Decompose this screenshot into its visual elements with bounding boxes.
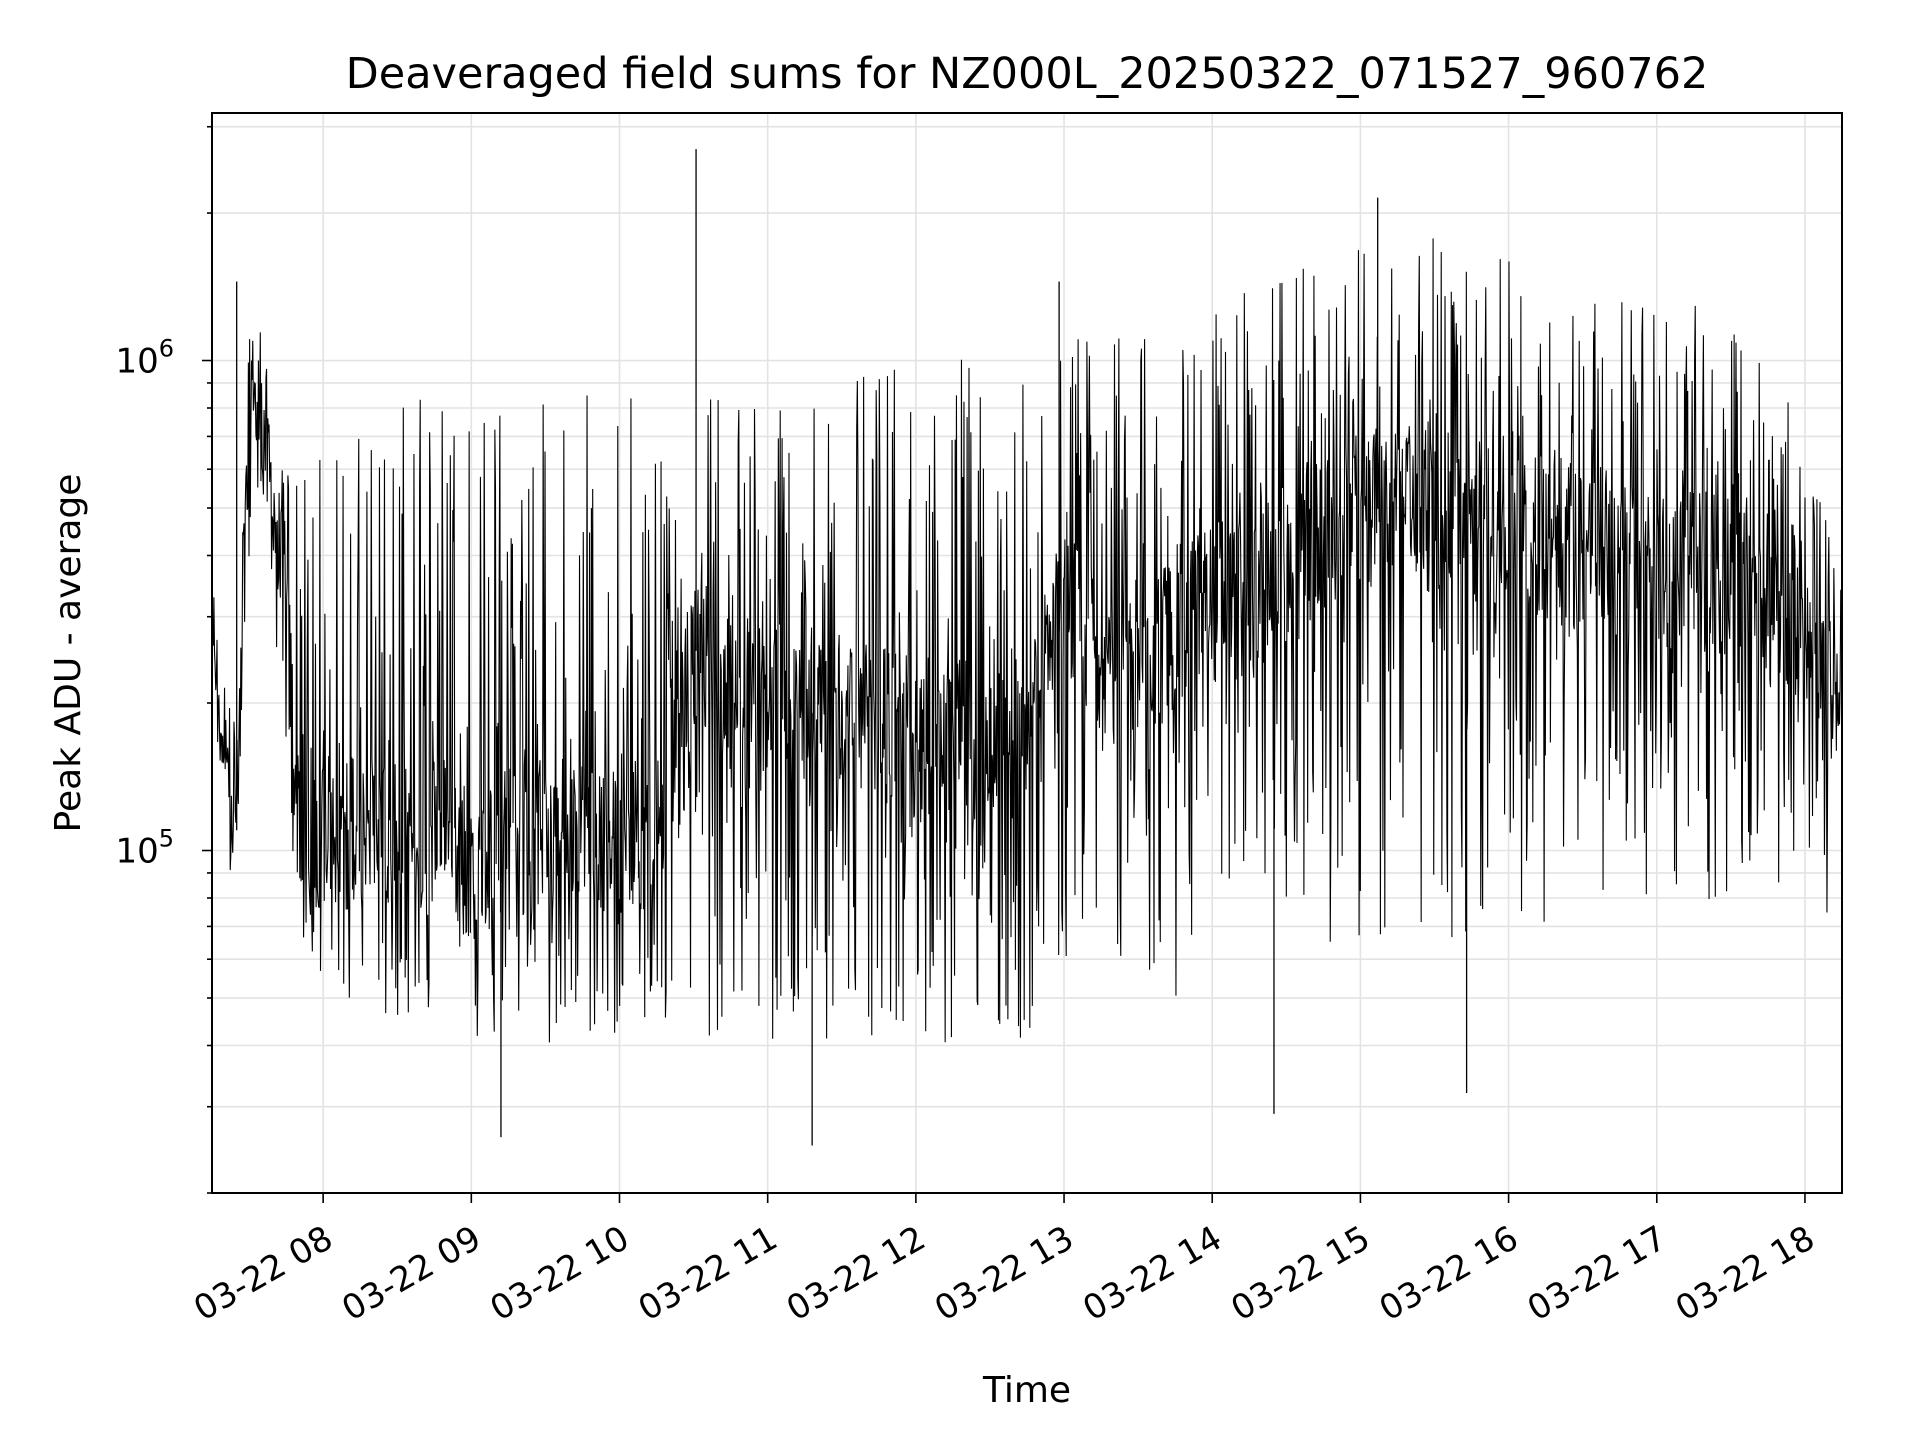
y-tick-label: 106	[115, 335, 174, 382]
series-line	[212, 238, 1842, 1043]
y-axis-label: Peak ADU - average	[48, 474, 89, 833]
data-series	[212, 149, 1842, 1146]
plot-frame	[211, 112, 1843, 1194]
y-tick-label: 105	[115, 825, 174, 872]
chart-title: Deaveraged field sums for NZ000L_2025032…	[346, 49, 1709, 99]
x-axis-label: Time	[982, 1370, 1071, 1411]
